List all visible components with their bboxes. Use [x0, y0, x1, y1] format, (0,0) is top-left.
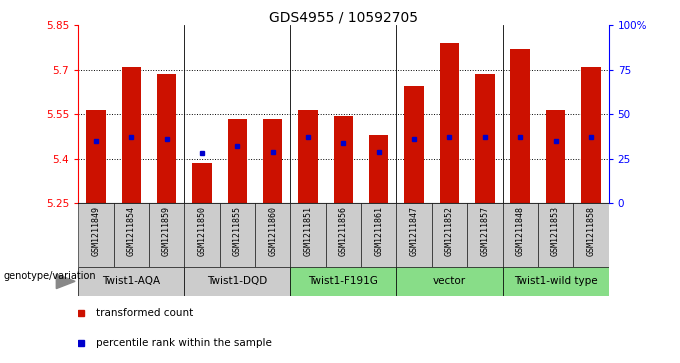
Text: percentile rank within the sample: percentile rank within the sample — [96, 338, 271, 347]
Text: Twist1-F191G: Twist1-F191G — [309, 276, 378, 286]
Bar — [511, 49, 530, 203]
Bar — [149, 203, 184, 267]
Text: Twist1-wild type: Twist1-wild type — [514, 276, 597, 286]
Bar — [263, 119, 282, 203]
Bar — [157, 74, 176, 203]
Text: GSM1211859: GSM1211859 — [162, 207, 171, 256]
Bar — [86, 110, 105, 203]
Bar — [326, 203, 361, 267]
Text: GSM1211850: GSM1211850 — [197, 207, 207, 256]
Bar — [299, 110, 318, 203]
Polygon shape — [56, 274, 75, 289]
Bar — [581, 67, 600, 203]
Text: GSM1211851: GSM1211851 — [303, 207, 313, 256]
Bar — [192, 163, 211, 203]
Bar — [432, 203, 467, 267]
Text: vector: vector — [433, 276, 466, 286]
Text: GSM1211858: GSM1211858 — [586, 207, 596, 256]
Text: Twist1-AQA: Twist1-AQA — [102, 276, 160, 286]
Bar — [184, 267, 290, 296]
Bar — [255, 203, 290, 267]
Bar — [290, 267, 396, 296]
Bar — [475, 74, 494, 203]
Text: GSM1211854: GSM1211854 — [126, 207, 136, 256]
Bar — [361, 203, 396, 267]
Bar — [184, 203, 220, 267]
Text: GSM1211852: GSM1211852 — [445, 207, 454, 256]
Bar — [573, 203, 609, 267]
Bar — [220, 203, 255, 267]
Bar — [122, 67, 141, 203]
Text: GSM1211847: GSM1211847 — [409, 207, 419, 256]
Bar — [334, 116, 353, 203]
Bar — [114, 203, 149, 267]
Text: GSM1211860: GSM1211860 — [268, 207, 277, 256]
Text: GSM1211856: GSM1211856 — [339, 207, 348, 256]
Bar — [78, 203, 114, 267]
Bar — [503, 267, 609, 296]
Text: GSM1211848: GSM1211848 — [515, 207, 525, 256]
Text: GSM1211861: GSM1211861 — [374, 207, 384, 256]
Text: Twist1-DQD: Twist1-DQD — [207, 276, 267, 286]
Bar — [396, 267, 503, 296]
Bar — [503, 203, 538, 267]
Bar — [546, 110, 565, 203]
Bar — [467, 203, 503, 267]
Text: GSM1211855: GSM1211855 — [233, 207, 242, 256]
Bar — [405, 86, 424, 203]
Text: GSM1211849: GSM1211849 — [91, 207, 101, 256]
Text: transformed count: transformed count — [96, 307, 193, 318]
Bar — [78, 267, 184, 296]
Bar — [440, 43, 459, 203]
Text: genotype/variation: genotype/variation — [3, 271, 96, 281]
Bar — [290, 203, 326, 267]
Text: GSM1211853: GSM1211853 — [551, 207, 560, 256]
Bar — [228, 119, 247, 203]
Title: GDS4955 / 10592705: GDS4955 / 10592705 — [269, 10, 418, 24]
Bar — [396, 203, 432, 267]
Text: GSM1211857: GSM1211857 — [480, 207, 490, 256]
Bar — [369, 135, 388, 203]
Bar — [538, 203, 573, 267]
